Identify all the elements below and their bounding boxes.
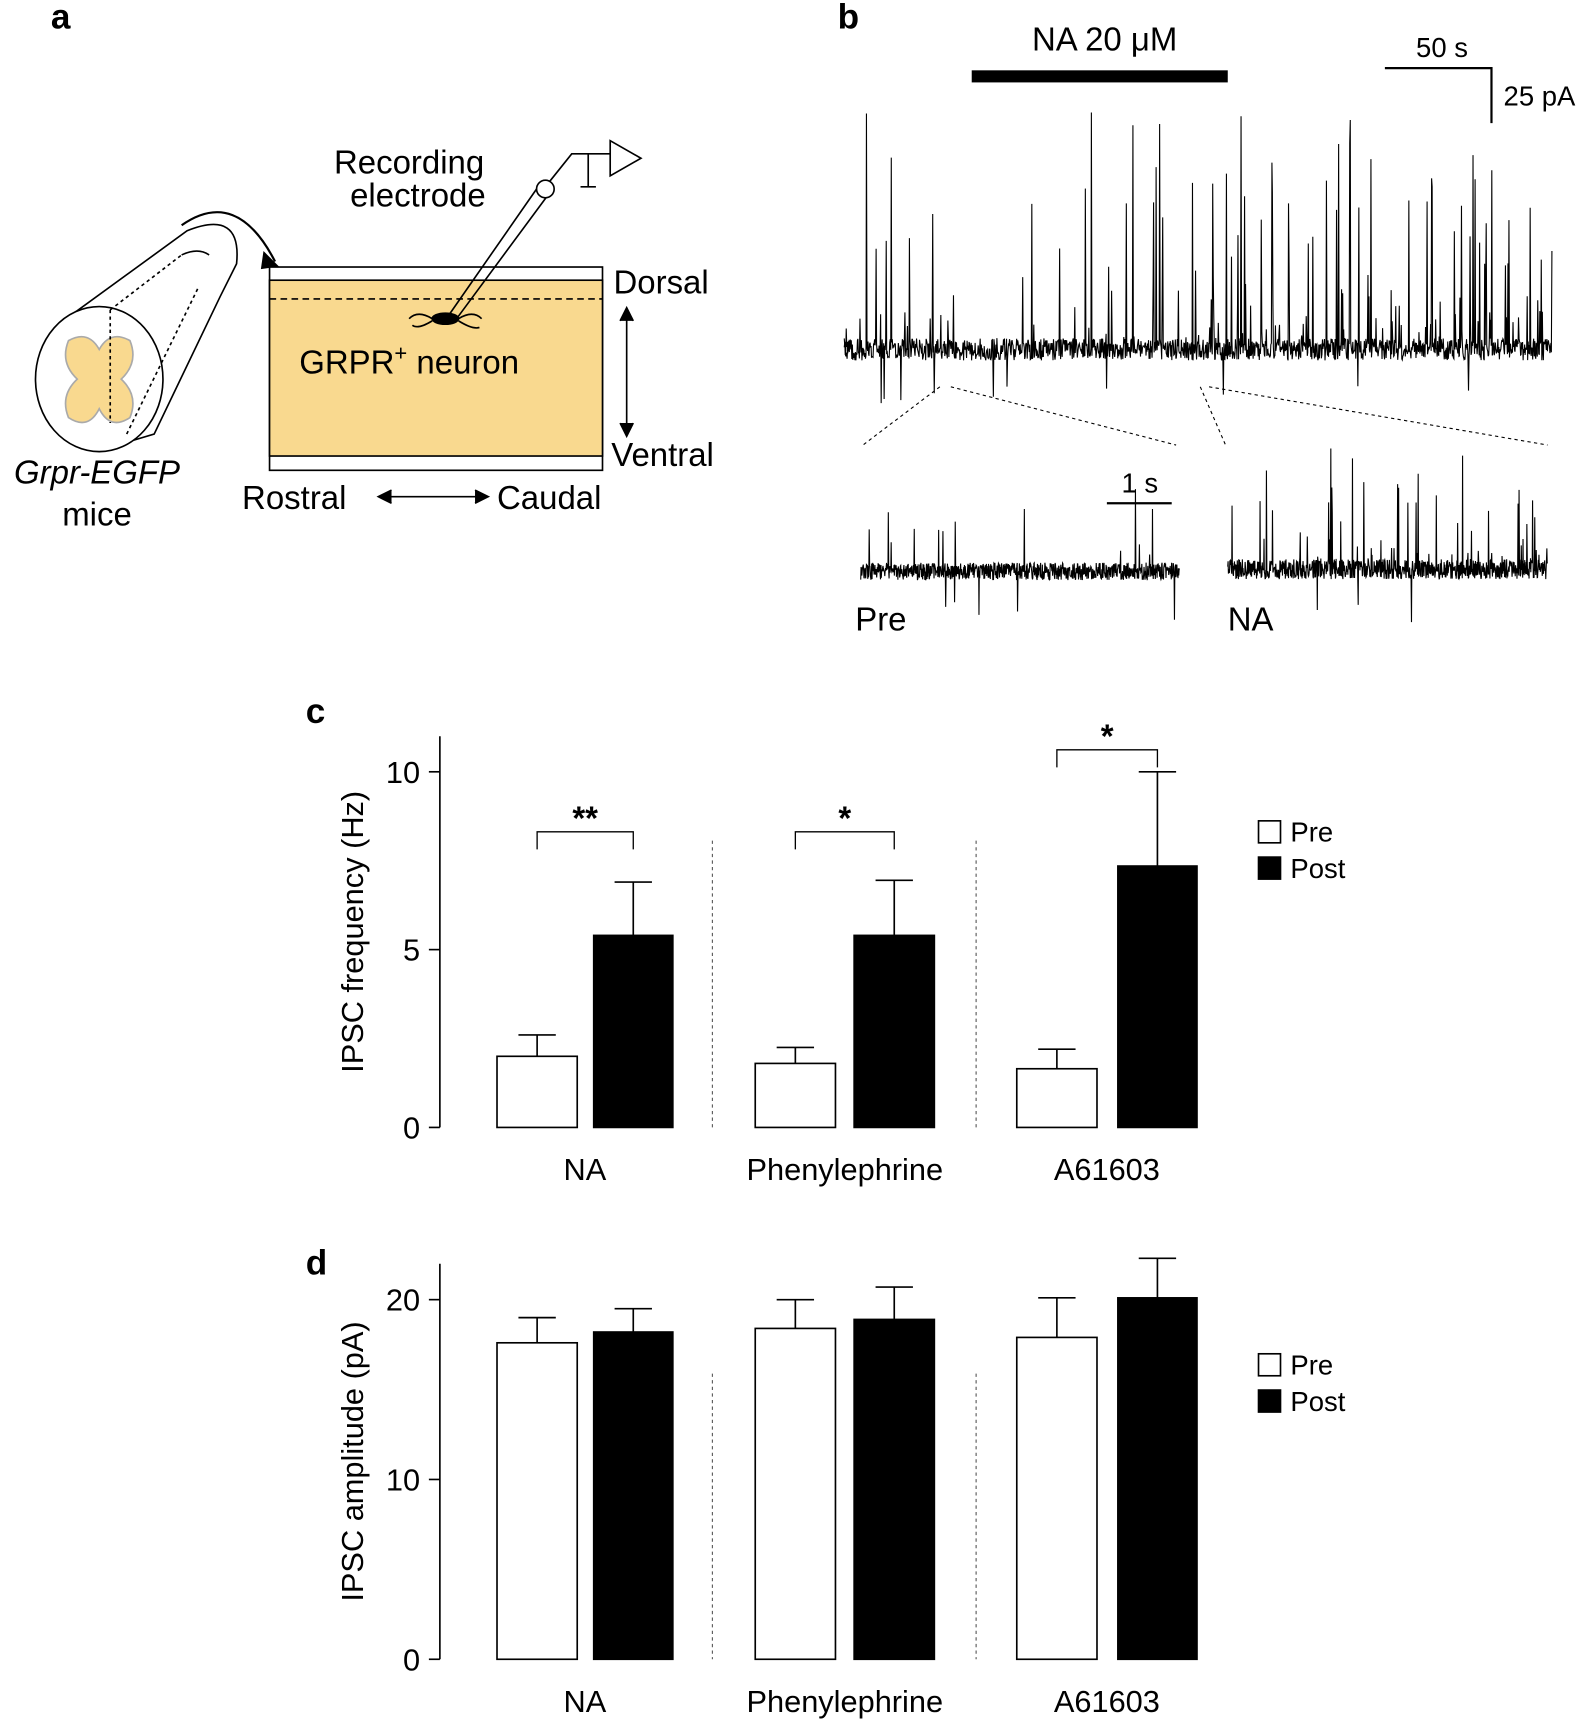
significance-bracket (1056, 749, 1159, 768)
label: GRPR (299, 344, 394, 381)
panel-label: a (51, 0, 71, 37)
label: NA 20 μM (1032, 21, 1177, 58)
traces (843, 112, 1553, 623)
bar (1117, 865, 1198, 1129)
legend-swatch (1257, 1352, 1282, 1377)
scale-bar (1384, 67, 1493, 124)
x-tick-label: A61603 (1054, 1152, 1160, 1187)
spinal-cord-diagram (34, 139, 643, 505)
label: 25 pA (1504, 80, 1576, 111)
bar (1015, 1336, 1098, 1661)
legend-label: Post (1290, 1386, 1345, 1417)
legend-label: Pre (1290, 817, 1333, 848)
label: + (394, 340, 407, 365)
label: Pre (855, 601, 906, 638)
bar (754, 1327, 837, 1661)
x-tick-label: NA (564, 1684, 607, 1719)
drug-bar (971, 70, 1228, 83)
bar (496, 1341, 579, 1661)
label: NA (1228, 601, 1274, 638)
label: Dorsal (613, 263, 708, 300)
legend-swatch (1257, 856, 1282, 880)
significance-bracket (536, 831, 634, 850)
label: mice (62, 495, 132, 532)
label: Rostral (242, 479, 346, 516)
label: GRPR+ neuron (299, 340, 519, 380)
error-bar (1038, 1048, 1076, 1069)
error-bar (875, 1286, 913, 1320)
current-trace (860, 489, 1180, 620)
y-tick-label: 10 (386, 1462, 420, 1497)
label: electrode (350, 177, 486, 214)
significance-label: ** (572, 800, 598, 837)
label: 1 s (1122, 467, 1159, 498)
bar (1015, 1067, 1098, 1129)
error-bar (518, 1034, 556, 1057)
y-tick-label: 0 (403, 1110, 420, 1145)
legend-swatch (1257, 1389, 1282, 1413)
panel-label: c (306, 692, 326, 731)
label: neuron (407, 344, 519, 381)
x-tick-label: Phenylephrine (746, 1152, 943, 1187)
y-axis-label: IPSC amplitude (pA) (335, 1321, 370, 1601)
current-trace (1227, 448, 1549, 623)
zoom-lines (862, 386, 1548, 446)
x-tick-label: NA (564, 1152, 607, 1187)
bar (853, 1318, 936, 1661)
error-bar (614, 1307, 652, 1333)
panel-label: b (838, 0, 859, 37)
y-tick-label: 5 (403, 933, 420, 968)
error-bar (614, 881, 652, 936)
current-trace (843, 112, 1553, 404)
y-tick-label: 0 (403, 1642, 420, 1677)
x-tick-label: Phenylephrine (746, 1684, 943, 1719)
bar (754, 1062, 837, 1129)
bar (592, 934, 674, 1129)
y-tick-label: 10 (386, 755, 420, 790)
panel-label: d (306, 1244, 327, 1283)
y-tick-label: 20 (386, 1283, 420, 1318)
bar (1117, 1297, 1198, 1661)
error-bar (875, 879, 913, 936)
legend-swatch (1257, 820, 1282, 844)
y-axis-label: IPSC frequency (Hz) (335, 791, 370, 1073)
significance-label: * (838, 800, 851, 837)
significance-bracket (794, 831, 895, 850)
label: Recording (334, 144, 484, 181)
significance-label: * (1101, 718, 1114, 755)
x-tick-label: A61603 (1054, 1684, 1160, 1719)
legend-label: Post (1290, 853, 1345, 884)
label: Ventral (611, 436, 714, 473)
label: 50 s (1416, 32, 1468, 63)
error-bar (1038, 1297, 1076, 1338)
error-bar (1138, 770, 1177, 867)
error-bar (518, 1316, 556, 1343)
error-bar (1138, 1257, 1177, 1298)
error-bar (776, 1046, 815, 1064)
bar (853, 934, 936, 1129)
bar (496, 1055, 579, 1129)
bar (592, 1331, 674, 1661)
legend-label: Pre (1290, 1350, 1333, 1381)
error-bar (776, 1298, 815, 1329)
label: Caudal (497, 479, 601, 516)
label: Grpr-EGFP (14, 453, 180, 490)
